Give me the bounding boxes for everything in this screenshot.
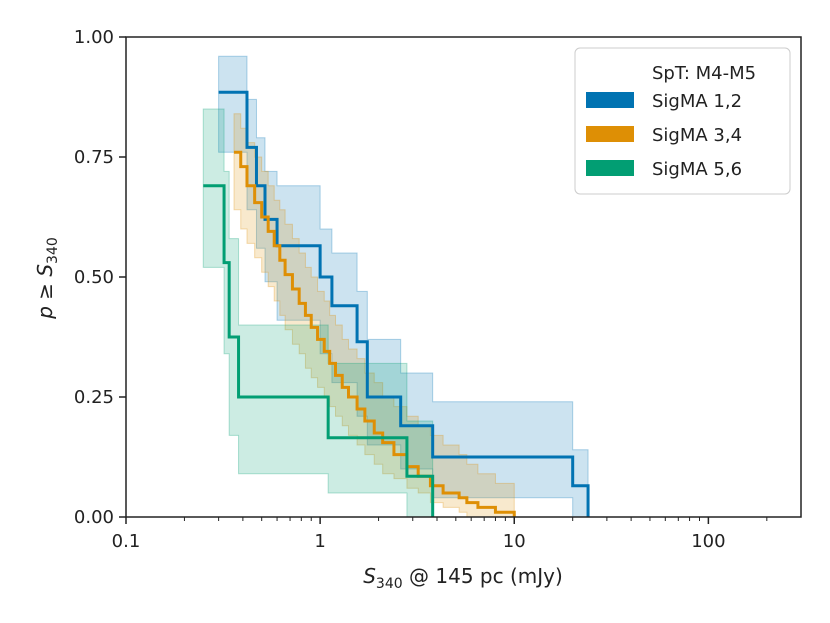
y-tick-label: 0.75 [74, 147, 114, 168]
legend-box [574, 47, 791, 195]
x-tick-label: 1 [314, 531, 325, 552]
legend-title: SpT: M4-M5 [652, 63, 756, 84]
legend-label-3: SigMA 5,6 [652, 159, 742, 180]
x-tick-label: 100 [691, 531, 725, 552]
legend-label-2: SigMA 3,4 [652, 125, 742, 146]
legend: SpT: M4-M5 SigMA 1,2 SigMA 3,4 SigMA 5,6 [574, 47, 791, 195]
x-tick-label: 0.1 [112, 531, 141, 552]
line-series-3 [203, 184, 435, 517]
x-axis-label: S340 @ 145 pc (mJy) [363, 564, 563, 592]
x-tick-labels: 0.1 1 10 100 [112, 531, 726, 552]
series-lines [203, 90, 590, 517]
plot-frame [125, 36, 802, 518]
legend-swatch-2 [586, 126, 634, 142]
legend-label-1: SigMA 1,2 [652, 91, 742, 112]
confidence-bands [202, 55, 589, 518]
line-series-2 [233, 150, 516, 517]
y-axis-label: p ≥ S340 [33, 237, 61, 320]
line-series-1 [218, 90, 590, 517]
legend-swatch-1 [586, 92, 634, 108]
y-tick-label: 0.25 [74, 387, 114, 408]
axis-ticks [119, 36, 768, 524]
y-tick-label: 0.00 [74, 507, 114, 528]
legend-swatch-3 [586, 160, 634, 176]
y-tick-label: 0.50 [74, 267, 114, 288]
y-tick-label: 1.00 [74, 27, 114, 48]
y-tick-labels: 0.00 0.25 0.50 0.75 1.00 [74, 27, 114, 528]
x-tick-label: 10 [503, 531, 526, 552]
